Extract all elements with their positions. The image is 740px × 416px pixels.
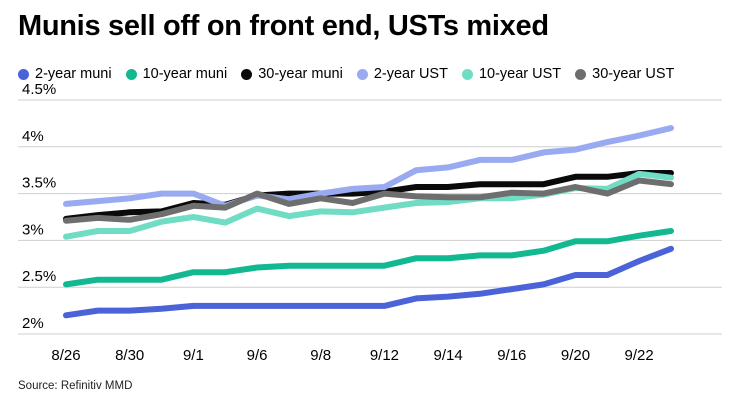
y-tick-label: 4% xyxy=(22,128,44,145)
legend-marker xyxy=(461,68,473,80)
x-tick-label: 9/8 xyxy=(310,347,331,364)
x-tick-label: 8/26 xyxy=(51,347,80,364)
y-tick-label: 3% xyxy=(22,221,44,238)
legend-marker xyxy=(356,68,368,80)
series-line-10-year-muni xyxy=(63,228,674,288)
legend-label: 2-year muni xyxy=(35,66,112,82)
legend-marker xyxy=(241,68,253,80)
x-tick-label: 9/22 xyxy=(625,347,654,364)
legend-marker xyxy=(18,68,29,80)
x-tick-label: 9/20 xyxy=(561,347,590,364)
legend-item-10-year-ust: 10-year UST xyxy=(461,66,562,82)
series-line-2-year-muni xyxy=(63,245,674,319)
legend-label: 30-year muni xyxy=(258,66,343,82)
series-line-10-year-ust xyxy=(63,170,674,240)
y-tick-label: 4.5% xyxy=(22,81,56,98)
legend-label: 10-year muni xyxy=(142,66,228,82)
series-line-2-year-ust xyxy=(63,125,674,209)
x-tick-label: 9/14 xyxy=(434,347,463,364)
y-tick-label: 3.5% xyxy=(22,175,56,192)
x-tick-label: 9/6 xyxy=(247,347,268,364)
legend-label: 10-year UST xyxy=(478,66,562,82)
y-tick-label: 2% xyxy=(22,315,44,332)
legend-item-10-year-muni: 10-year muni xyxy=(125,66,228,82)
x-tick-label: 9/12 xyxy=(370,347,399,364)
x-tick-label: 9/16 xyxy=(497,347,526,364)
source-note: Source: Refinitiv MMD xyxy=(18,380,133,392)
legend-label: 30-year UST xyxy=(592,66,675,82)
legend-item-2-year-ust: 2-year UST xyxy=(356,66,448,82)
chart-title: Munis sell off on front end, USTs mixed xyxy=(18,10,549,42)
legend-label: 2-year UST xyxy=(373,66,448,82)
legend-marker xyxy=(575,68,587,80)
x-tick-label: 9/1 xyxy=(183,347,204,364)
series-line-30-year-ust xyxy=(63,177,674,224)
y-tick-label: 2.5% xyxy=(22,268,56,285)
legend-item-30-year-ust: 30-year UST xyxy=(575,66,674,82)
x-tick-label: 8/30 xyxy=(115,347,144,364)
legend-item-2-year-muni: 2-year muni xyxy=(18,66,112,82)
legend-item-30-year-muni: 30-year muni xyxy=(241,66,343,82)
chart-legend: 2-year muni 10-year muni 30-year muni 2-yea… xyxy=(18,62,732,86)
legend-marker xyxy=(125,68,137,80)
